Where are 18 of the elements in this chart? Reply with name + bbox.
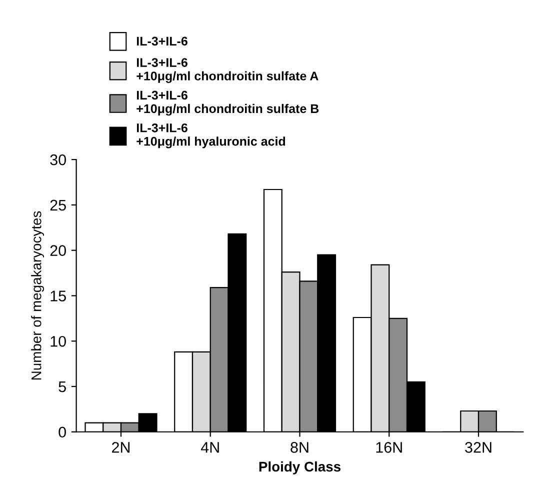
x-tick-label: 32N bbox=[465, 442, 492, 453]
y-tick-label: 10 bbox=[50, 336, 66, 347]
y-tick-label: 15 bbox=[50, 290, 66, 302]
y-tick-label: 30 bbox=[50, 154, 66, 166]
x-axis-title: Ploidy Class bbox=[259, 461, 340, 474]
legend-label: IL-3+IL-6 +10μg/ml chondroitin sulfate B bbox=[136, 90, 319, 116]
legend-label: IL-3+IL-6 bbox=[136, 36, 188, 46]
x-tick-label: 4N bbox=[200, 442, 219, 453]
legend-label: IL-3+IL-6 +10μg/ml hyaluronic acid bbox=[136, 123, 286, 148]
y-axis-title: Number of megakaryocytes bbox=[31, 211, 44, 380]
y-tick-label: 25 bbox=[50, 200, 66, 211]
y-tick-label: 5 bbox=[58, 382, 66, 392]
x-tick-label: 16N bbox=[376, 442, 402, 453]
y-tick-label: 20 bbox=[50, 245, 66, 256]
x-tick-label: 8N bbox=[290, 442, 308, 453]
legend-label: IL-3+IL-6 +10μg/ml chondroitin sulfate A bbox=[136, 58, 318, 83]
x-tick-label: 2N bbox=[112, 442, 130, 453]
y-tick-label: 0 bbox=[58, 426, 66, 438]
